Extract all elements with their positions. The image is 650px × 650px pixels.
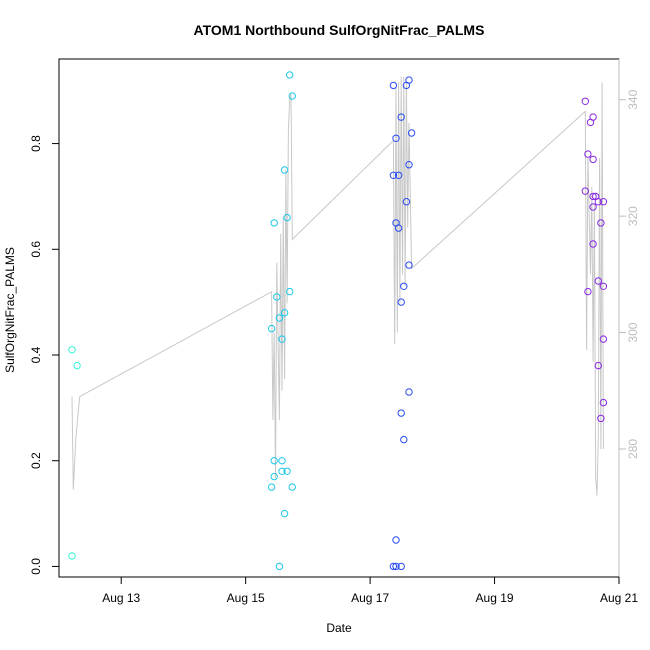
data-point — [392, 562, 400, 571]
data-point — [278, 467, 286, 475]
y-tick-label: 0.2 — [29, 452, 43, 469]
y-axis: 0.0 0.2 0.4 0.6 0.8 — [29, 135, 60, 575]
y-tick-label: 0.4 — [29, 346, 43, 363]
data-point — [273, 293, 281, 301]
data-point — [288, 483, 296, 491]
data-point — [594, 198, 602, 206]
x-tick-label: Aug 15 — [227, 591, 265, 605]
data-point — [407, 129, 416, 137]
data-point — [397, 298, 405, 306]
y-tick-label: 0.0 — [29, 558, 43, 575]
data-point — [280, 509, 289, 518]
secondary-trace-line — [71, 76, 604, 496]
data-point — [389, 562, 398, 571]
y-right-tick-label: 300 — [626, 322, 640, 342]
data-point — [286, 287, 294, 296]
y-axis-right: 280 300 320 340 — [619, 89, 640, 459]
data-point — [589, 155, 597, 164]
data-point — [589, 192, 597, 201]
data-point — [397, 562, 405, 571]
y-tick-label: 0.6 — [29, 241, 43, 258]
data-point — [594, 277, 602, 285]
data-point — [597, 219, 605, 227]
data-point — [589, 240, 597, 248]
data-point — [270, 219, 278, 227]
data-point — [270, 457, 278, 465]
data-points — [68, 71, 608, 571]
data-point — [275, 562, 284, 571]
data-point — [283, 213, 291, 222]
y-tick-label: 0.8 — [29, 135, 43, 152]
data-point — [73, 361, 81, 370]
x-axis-label: Date — [326, 621, 352, 635]
data-point — [270, 472, 278, 481]
data-point — [594, 361, 602, 370]
y-right-tick-label: 280 — [626, 439, 640, 459]
data-point — [280, 309, 289, 317]
data-point — [280, 166, 289, 174]
data-point — [397, 409, 405, 417]
data-point — [392, 134, 400, 143]
data-point — [397, 113, 405, 121]
data-point — [68, 346, 76, 354]
plot-frame — [58, 58, 620, 578]
data-point — [584, 287, 592, 296]
data-point — [599, 335, 608, 343]
data-point — [267, 324, 276, 333]
y-right-tick-label: 340 — [626, 89, 640, 109]
data-point — [68, 552, 76, 560]
data-point — [581, 187, 589, 195]
data-point — [283, 467, 291, 475]
x-axis: Aug 13 Aug 15 Aug 17 Aug 19 Aug 21 — [102, 576, 638, 605]
data-point — [589, 203, 597, 211]
secondary-trace — [71, 76, 604, 496]
y-right-tick-label: 320 — [626, 206, 640, 226]
data-point — [597, 414, 605, 423]
data-point — [400, 282, 408, 290]
data-point — [405, 261, 413, 269]
chart-title: ATOM1 Northbound SulfOrgNitFrac_PALMS — [194, 22, 485, 38]
data-point — [405, 161, 413, 169]
data-point — [599, 282, 608, 290]
x-tick-label: Aug 13 — [102, 591, 140, 605]
data-point — [275, 314, 284, 322]
x-tick-label: Aug 19 — [476, 591, 514, 605]
x-tick-label: Aug 21 — [600, 591, 638, 605]
data-point — [599, 398, 608, 407]
data-point — [584, 150, 592, 158]
data-point — [402, 198, 411, 206]
data-point — [286, 71, 294, 79]
data-point — [581, 97, 589, 106]
data-point — [586, 118, 595, 127]
data-point — [288, 92, 296, 100]
data-point — [400, 435, 408, 444]
data-point — [394, 224, 403, 232]
x-tick-label: Aug 17 — [351, 591, 389, 605]
data-point — [392, 536, 400, 544]
data-point — [405, 76, 413, 84]
data-point — [405, 388, 413, 396]
data-point — [278, 457, 286, 465]
data-point — [394, 171, 403, 180]
data-point — [599, 198, 608, 206]
data-point — [267, 483, 276, 491]
data-point — [389, 171, 398, 180]
data-point — [278, 335, 286, 343]
y-axis-label: SulfOrgNitFrac_PALMS — [3, 247, 17, 373]
data-point — [389, 81, 398, 90]
